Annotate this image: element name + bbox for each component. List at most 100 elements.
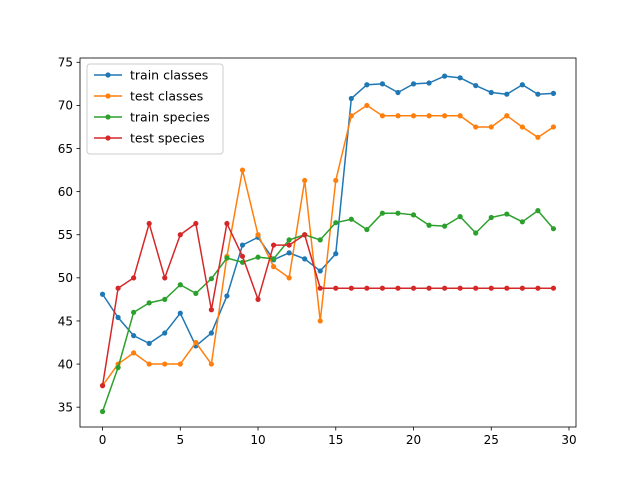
data-point	[426, 80, 432, 86]
data-point	[208, 307, 214, 313]
data-point	[162, 275, 168, 281]
data-point	[410, 285, 417, 291]
data-point	[348, 216, 354, 222]
data-point	[99, 291, 106, 297]
data-point	[286, 237, 292, 243]
data-point	[317, 268, 323, 274]
data-point	[162, 296, 168, 302]
data-point	[255, 296, 261, 302]
data-point	[317, 237, 323, 243]
data-point	[193, 220, 199, 227]
data-point	[535, 285, 541, 291]
data-point	[286, 275, 292, 281]
y-tick-label: 50	[58, 271, 73, 285]
data-point	[410, 113, 417, 119]
data-point	[550, 90, 557, 96]
data-point	[504, 113, 510, 119]
legend-label: train species	[130, 110, 210, 125]
data-point	[504, 211, 510, 217]
legend-swatch-marker	[105, 72, 111, 78]
data-point	[504, 285, 510, 291]
data-point	[379, 210, 386, 216]
data-point	[115, 285, 121, 291]
series-train-classes	[99, 73, 557, 349]
data-point	[426, 113, 432, 119]
series-layer	[99, 73, 557, 415]
data-point	[379, 81, 386, 87]
data-point	[457, 75, 463, 81]
x-axis: 0 5 10 15 20 25 30	[99, 427, 577, 447]
data-point	[177, 310, 183, 316]
y-axis: 35 40 45 50 55 60 65 70 75	[58, 56, 80, 414]
data-point	[333, 285, 339, 291]
data-point	[550, 124, 557, 130]
data-point	[239, 167, 246, 173]
y-tick-label: 40	[58, 357, 73, 371]
data-point	[410, 212, 417, 218]
data-point	[193, 339, 199, 346]
data-point	[208, 330, 214, 336]
data-point	[208, 276, 214, 282]
data-point	[410, 81, 417, 87]
y-tick-label: 45	[58, 314, 73, 328]
data-point	[255, 254, 261, 260]
data-point	[379, 113, 386, 119]
data-point	[177, 282, 183, 288]
data-point	[395, 113, 401, 119]
data-point	[208, 361, 214, 367]
data-point	[550, 226, 557, 232]
data-point	[333, 251, 339, 257]
data-point	[348, 113, 354, 119]
x-tick-label: 25	[484, 433, 499, 447]
data-point	[333, 177, 339, 184]
data-point	[379, 285, 386, 291]
data-point	[364, 82, 370, 88]
data-point	[364, 285, 370, 291]
data-point	[255, 232, 261, 238]
x-tick-label: 15	[328, 433, 343, 447]
y-tick-label: 75	[58, 56, 73, 70]
data-point	[457, 214, 463, 220]
data-point	[131, 275, 137, 281]
data-point	[519, 124, 525, 130]
data-point	[473, 82, 479, 89]
plot-area	[79, 57, 577, 428]
data-point	[131, 309, 137, 315]
data-point	[504, 91, 510, 97]
data-point	[426, 285, 432, 291]
data-point	[457, 113, 463, 119]
data-point	[286, 242, 292, 248]
x-tick-label: 10	[250, 433, 265, 447]
data-point	[115, 364, 121, 371]
data-point	[224, 293, 230, 299]
data-point	[426, 222, 432, 228]
data-point	[239, 253, 246, 259]
data-point	[519, 285, 525, 291]
data-point	[162, 361, 168, 367]
data-point	[473, 285, 479, 291]
data-point	[535, 91, 541, 97]
data-point	[395, 210, 401, 216]
data-point	[286, 250, 292, 256]
data-point	[177, 361, 183, 367]
data-point	[488, 124, 494, 130]
data-point	[317, 285, 323, 291]
data-point	[442, 223, 448, 229]
legend-item: test classes	[94, 89, 203, 104]
data-point	[519, 219, 525, 225]
data-point	[395, 285, 401, 291]
series-line	[101, 209, 555, 412]
legend-item: train classes	[94, 68, 208, 83]
data-point	[535, 208, 541, 214]
data-point	[177, 232, 183, 238]
data-point	[224, 255, 230, 261]
data-point	[302, 256, 308, 262]
data-point	[488, 214, 494, 221]
x-tick-label: 5	[176, 433, 184, 447]
data-point	[535, 134, 541, 140]
data-point	[224, 220, 230, 227]
legend-swatch-marker	[105, 135, 111, 141]
series-test-classes	[99, 102, 557, 389]
data-point	[99, 383, 106, 389]
data-point	[348, 95, 354, 102]
